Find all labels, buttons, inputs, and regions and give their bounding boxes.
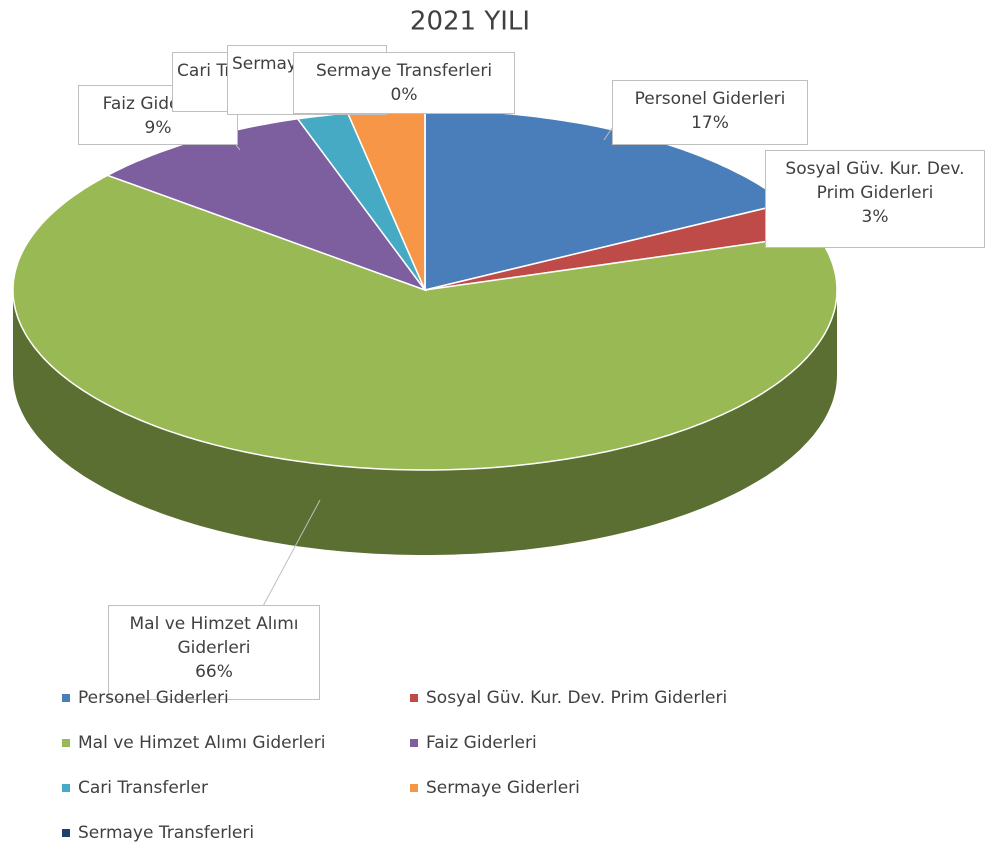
data-label-name: Personel Giderleri [634,89,786,109]
legend-item: Sosyal Güv. Kur. Dev. Prim Giderleri [410,688,727,708]
legend-label: Sermaye Giderleri [426,778,580,798]
legend-swatch [62,829,70,837]
legend-swatch [62,694,70,702]
legend-item: Sermaye Giderleri [410,778,580,798]
data-label: Sosyal Güv. Kur. Dev. Prim Giderleri 3% [765,150,985,248]
legend-item: Personel Giderleri [62,688,229,708]
legend-item: Cari Transferler [62,778,208,798]
data-label-name: Sosyal Güv. Kur. Dev. Prim Giderleri [785,159,965,203]
legend-item: Sermaye Transferleri [62,823,254,843]
legend-label: Personel Giderleri [78,688,229,708]
leader-line [261,499,321,609]
data-label-value: 9% [144,118,172,138]
legend-swatch [410,694,418,702]
data-label-value: 0% [390,85,418,105]
data-label: Mal ve Himzet Alımı Giderleri 66% [108,605,320,700]
legend-label: Faiz Giderleri [426,733,537,753]
chart-title: 2021 YILI [410,7,530,37]
legend-item: Faiz Giderleri [410,733,537,753]
data-label-value: 66% [195,662,233,682]
data-label-name: Mal ve Himzet Alımı Giderleri [129,614,299,658]
data-label-value: 17% [691,113,729,133]
data-label: Personel Giderleri 17% [612,80,808,145]
data-label-value: 3% [861,207,889,227]
pie-side [13,290,837,555]
data-label-name: Sermaye Transferleri [315,61,493,81]
legend-swatch [62,739,70,747]
legend-label: Sermaye Transferleri [78,823,255,843]
legend-swatch [62,784,70,792]
leader-line [603,127,613,141]
legend-label: Mal ve Himzet Alımı Giderleri [78,733,326,753]
legend-item: Mal ve Himzet Alımı Giderleri [62,733,325,753]
legend-label: Cari Transferler [78,778,208,798]
legend-swatch [410,784,418,792]
pie-slice [12,174,838,471]
pie [12,109,838,555]
legend-label: Sosyal Güv. Kur. Dev. Prim Giderleri [426,688,728,708]
data-label: Sermaye Transferleri 0% [293,52,515,114]
legend-swatch [410,739,418,747]
data-label: Faiz Giderleri 9% [78,85,238,145]
